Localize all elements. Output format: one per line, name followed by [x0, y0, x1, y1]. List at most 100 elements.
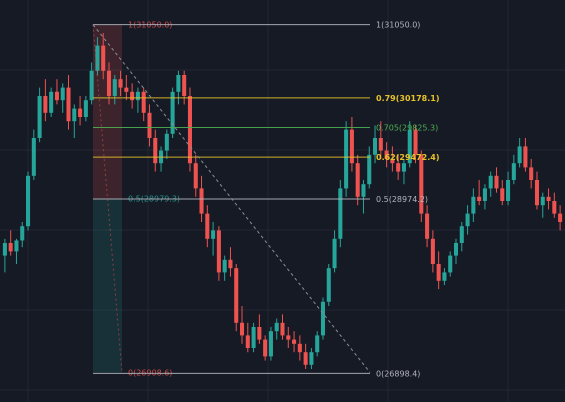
- candle-body: [239, 322, 245, 336]
- candle: [465, 205, 470, 235]
- candle-body: [349, 129, 354, 164]
- candle-body: [465, 213, 470, 227]
- candle-body: [164, 133, 169, 151]
- candle-body: [78, 108, 83, 117]
- candle-body: [66, 87, 71, 122]
- candle: [506, 171, 511, 206]
- candle: [130, 83, 135, 109]
- candle-body: [500, 188, 505, 201]
- candle-body: [2, 243, 7, 256]
- candle: [332, 230, 337, 273]
- candle: [78, 96, 83, 126]
- candle: [558, 205, 563, 231]
- candle-body: [60, 87, 65, 101]
- candle: [552, 192, 557, 218]
- candle: [164, 129, 169, 159]
- candle: [338, 180, 343, 248]
- candle: [182, 70, 187, 105]
- candle-body: [355, 163, 360, 197]
- candle: [26, 171, 31, 231]
- candle: [205, 205, 210, 248]
- candle-body: [8, 243, 13, 252]
- candle: [419, 150, 424, 222]
- candle-body: [135, 91, 140, 101]
- fib-level-label: 0.705(29825.3): [376, 123, 438, 132]
- candle-body: [147, 112, 152, 138]
- candle-body: [106, 70, 112, 96]
- candle: [442, 268, 447, 285]
- candle-body: [511, 163, 516, 180]
- candle-body: [401, 163, 406, 172]
- candle-body: [344, 129, 349, 189]
- candle-body: [130, 91, 135, 101]
- candle-body: [396, 163, 401, 172]
- candle-body: [425, 213, 430, 239]
- candle-body: [430, 238, 435, 264]
- candle-body: [26, 175, 31, 227]
- candle: [263, 335, 268, 361]
- candle-body: [257, 327, 262, 340]
- candle-body: [43, 96, 48, 113]
- candle-body: [517, 146, 522, 164]
- candle-body: [315, 335, 320, 353]
- candle: [361, 180, 366, 214]
- candle-body: [199, 188, 204, 214]
- candle: [60, 83, 65, 113]
- candle: [367, 146, 372, 189]
- candle-body: [326, 268, 331, 302]
- candle: [49, 87, 54, 117]
- fib-trend-line[interactable]: [92, 24, 371, 373]
- candle: [378, 121, 383, 159]
- candle: [534, 171, 539, 210]
- candle: [153, 129, 158, 172]
- candle: [315, 331, 320, 357]
- candle: [500, 180, 505, 206]
- candle: [211, 222, 216, 256]
- candle-body: [182, 75, 187, 96]
- candle: [176, 70, 181, 105]
- candle-body: [332, 238, 337, 269]
- candle: [95, 37, 100, 75]
- candle-body: [534, 180, 539, 206]
- candle-body: [471, 196, 476, 214]
- candle-body: [482, 188, 487, 201]
- candle-body: [303, 352, 308, 365]
- candle: [344, 121, 349, 197]
- fib-level-label: 0.62(29472.4): [376, 153, 440, 162]
- candle-body: [245, 335, 250, 348]
- candle-body: [361, 184, 366, 197]
- candle: [147, 104, 152, 147]
- candle: [540, 192, 545, 218]
- candle-body: [367, 154, 372, 185]
- candle-body: [320, 301, 326, 336]
- candle: [297, 335, 302, 361]
- candle: [37, 87, 42, 143]
- candle-body: [390, 159, 395, 164]
- candle: [292, 331, 297, 353]
- candle: [401, 159, 406, 185]
- candle: [54, 79, 59, 105]
- candle: [482, 184, 487, 210]
- candle: [355, 154, 360, 206]
- candle-body: [72, 108, 77, 122]
- candle: [286, 327, 291, 348]
- candle: [373, 125, 378, 164]
- candle: [274, 318, 279, 340]
- candle-body: [95, 45, 100, 71]
- fib-level-label: 0.79(30178.1): [376, 94, 440, 103]
- fib-level-label: 0(26898.4): [376, 369, 420, 378]
- candle: [523, 138, 528, 172]
- candle-body: [118, 79, 123, 88]
- candle: [413, 125, 418, 164]
- candle-body: [251, 327, 256, 348]
- candle: [234, 264, 239, 332]
- candle: [187, 87, 192, 172]
- candle-body: [309, 352, 314, 365]
- candle: [326, 264, 331, 306]
- profit-zone: [93, 198, 122, 373]
- candle-body: [153, 138, 158, 164]
- candle-body: [222, 259, 227, 273]
- candle-body: [378, 138, 383, 151]
